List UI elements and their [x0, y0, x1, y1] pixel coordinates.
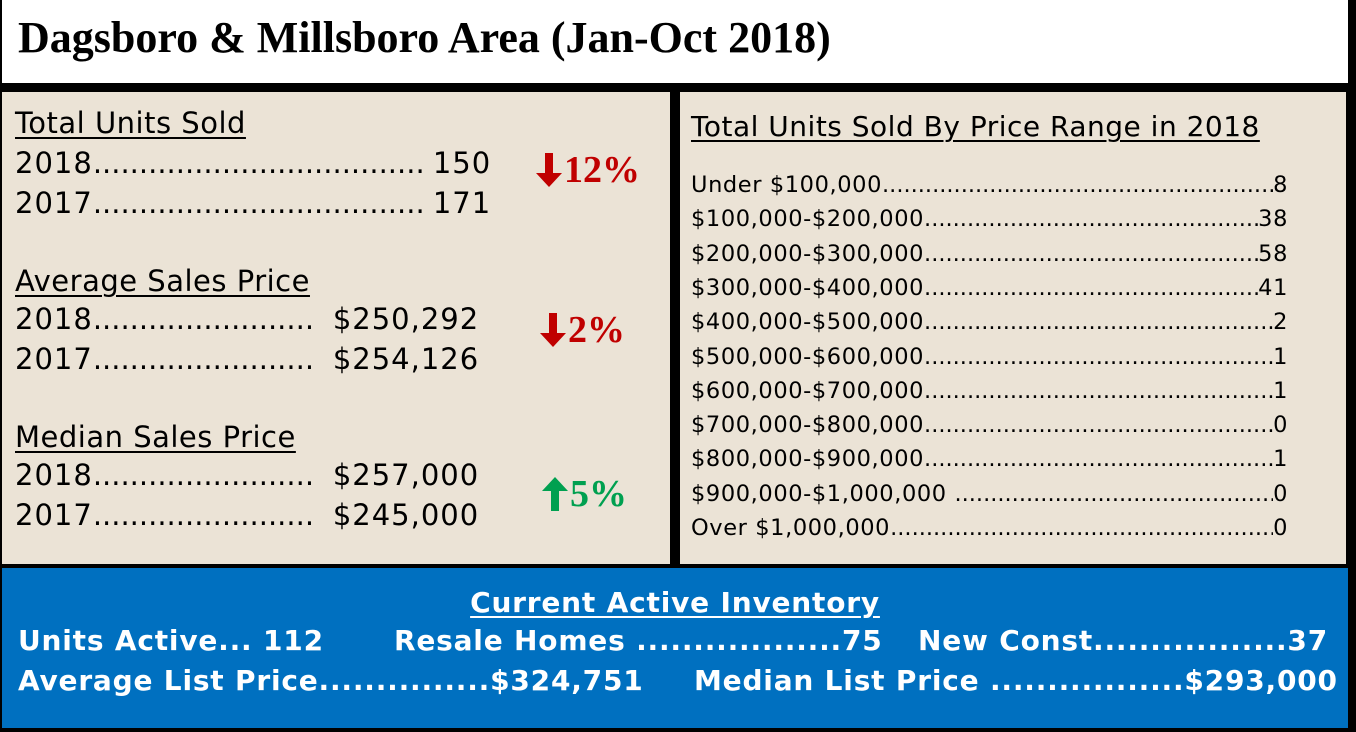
row-value: 150	[432, 146, 492, 180]
total-units-2018-row: 2018....................................…	[15, 146, 491, 180]
total-units-change: 12%	[536, 148, 640, 192]
price-range-row: $600,000-$700,000.......................…	[691, 378, 1288, 404]
median-price-2018-row: 2018........................ $257,000	[15, 458, 479, 492]
row-leader: ........................................…	[924, 377, 1273, 404]
average-sales-price-heading: Average Sales Price	[15, 264, 310, 298]
row-leader: ....................................	[92, 186, 425, 220]
price-range-count: 0	[1273, 515, 1288, 541]
price-range-count: 0	[1273, 412, 1288, 439]
price-range-panel: Total Units Sold By Price Range in 2018 …	[680, 92, 1346, 564]
row-label: 2017	[15, 186, 93, 220]
row-leader: ........................................…	[924, 274, 1258, 301]
price-range-count: 38	[1258, 206, 1288, 233]
inventory-heading: Current Active Inventory	[470, 586, 880, 619]
row-value: 171	[432, 186, 492, 220]
row-label: 2018	[15, 458, 93, 492]
row-leader: ........................	[92, 458, 315, 492]
price-range-count: 1	[1273, 377, 1288, 404]
price-range-row: Under $100,000..........................…	[691, 172, 1288, 198]
resale-homes: Resale Homes ..................75	[394, 624, 883, 657]
avg-price-change: 2%	[540, 308, 625, 352]
price-range-label: $300,000-$400,000	[691, 274, 925, 301]
price-range-count: 2	[1273, 309, 1288, 336]
price-range-row: $300,000-$400,000.......................…	[691, 275, 1288, 301]
price-range-count: 1	[1273, 446, 1288, 473]
price-range-label: $100,000-$200,000	[691, 206, 925, 233]
row-leader: ........................	[92, 342, 315, 376]
row-leader: ........................................…	[924, 412, 1273, 439]
price-range-label: Under $100,000	[691, 172, 883, 198]
row-leader: ........................................…	[882, 172, 1274, 198]
title-banner: Dagsboro & Millsboro Area (Jan-Oct 2018)	[2, 0, 1348, 83]
page-title: Dagsboro & Millsboro Area (Jan-Oct 2018)	[18, 13, 831, 62]
price-range-heading: Total Units Sold By Price Range in 2018	[691, 110, 1260, 143]
price-range-count: 8	[1273, 172, 1288, 198]
row-label: 2018	[15, 146, 93, 180]
price-range-label: $400,000-$500,000	[691, 309, 925, 336]
total-units-2017-row: 2017....................................…	[15, 186, 491, 220]
sales-summary-panel: Total Units Sold 2018...................…	[2, 92, 670, 564]
median-price-change: 5%	[542, 472, 627, 516]
total-units-heading: Total Units Sold	[15, 106, 246, 140]
row-value: $257,000	[332, 458, 480, 492]
row-leader: ........................	[92, 302, 315, 336]
price-range-label: $600,000-$700,000	[691, 377, 925, 404]
price-range-label: Over $1,000,000	[691, 515, 891, 541]
row-leader: ....................................	[92, 146, 425, 180]
price-range-count: 58	[1258, 240, 1288, 267]
row-leader: ........................................…	[924, 309, 1273, 336]
down-arrow-icon	[540, 313, 566, 347]
price-range-label: $900,000-$1,000,000	[691, 480, 955, 507]
change-percent: 12%	[564, 149, 640, 191]
row-label: 2017	[15, 342, 93, 376]
row-leader: ........................	[92, 498, 315, 532]
price-range-count: 1	[1273, 343, 1288, 370]
row-leader: ........................................…	[890, 515, 1273, 541]
active-inventory-panel: Current Active Inventory Units Active...…	[2, 568, 1348, 728]
price-range-row: $800,000-$900,000.......................…	[691, 446, 1288, 472]
price-range-row: $500,000-$600,000.......................…	[691, 344, 1288, 370]
down-arrow-icon	[536, 153, 562, 187]
row-value: $250,292	[332, 302, 480, 336]
avg-price-2018-row: 2018........................ $250,292	[15, 302, 479, 336]
price-range-label: $700,000-$800,000	[691, 412, 925, 439]
price-range-row: $400,000-$500,000.......................…	[691, 309, 1288, 335]
row-value: $254,126	[332, 342, 480, 376]
row-label: 2017	[15, 498, 93, 532]
price-range-count: 41	[1258, 274, 1288, 301]
up-arrow-icon	[542, 477, 568, 511]
price-range-label: $800,000-$900,000	[691, 446, 925, 473]
average-list-price: Average List Price...............$324,75…	[18, 664, 644, 697]
median-sales-price-heading: Median Sales Price	[15, 420, 296, 454]
price-range-count: 0	[1273, 480, 1288, 507]
row-label: 2018	[15, 302, 93, 336]
row-leader: ........................................…	[924, 206, 1258, 233]
units-active: Units Active... 112	[18, 624, 324, 657]
change-percent: 5%	[570, 473, 627, 515]
price-range-row: $900,000-$1,000,000 ....................…	[691, 481, 1288, 507]
row-leader: ........................................…	[924, 446, 1273, 473]
new-construction: New Const.................37	[918, 624, 1328, 657]
row-leader: ........................................…	[924, 343, 1273, 370]
price-range-label: $200,000-$300,000	[691, 240, 925, 267]
median-list-price: Median List Price .................$293,…	[694, 664, 1338, 697]
avg-price-2017-row: 2017........................ $254,126	[15, 342, 479, 376]
change-percent: 2%	[568, 309, 625, 351]
price-range-row: Over $1,000,000.........................…	[691, 515, 1288, 541]
row-leader: ........................................…	[924, 240, 1258, 267]
price-range-label: $500,000-$600,000	[691, 343, 925, 370]
median-price-2017-row: 2017........................ $245,000	[15, 498, 479, 532]
price-range-row: $200,000-$300,000.......................…	[691, 241, 1288, 267]
price-range-row: $100,000-$200,000.......................…	[691, 206, 1288, 232]
price-range-row: $700,000-$800,000.......................…	[691, 412, 1288, 438]
row-leader: ........................................…	[954, 480, 1274, 507]
row-value: $245,000	[332, 498, 480, 532]
